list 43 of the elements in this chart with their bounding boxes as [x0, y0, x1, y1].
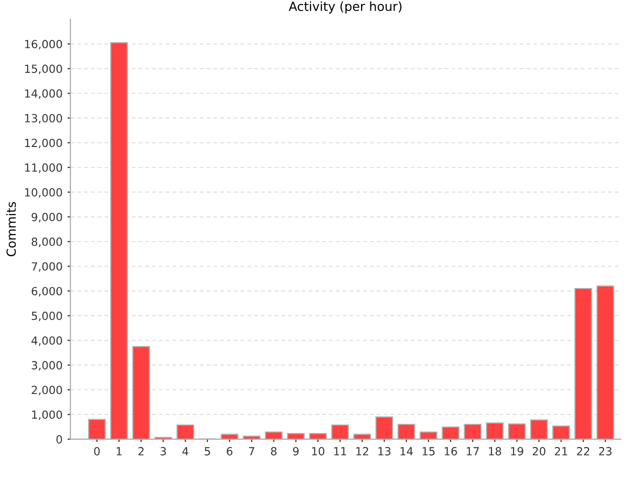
x-tick-label: 20	[532, 447, 546, 456]
y-tick-label: 7,000	[32, 262, 62, 272]
y-tick-label: 6,000	[32, 286, 62, 296]
x-tick-label: 11	[334, 447, 346, 456]
x-tick-label: 22	[576, 447, 590, 456]
y-tick-label: 2,000	[32, 386, 62, 396]
y-tick-label: 10,000	[25, 188, 62, 198]
y-tick-label: 3,000	[32, 361, 62, 371]
x-tick-label: 1	[116, 447, 122, 456]
x-tick-label: 23	[599, 447, 612, 456]
chart-title: Activity (per hour)	[288, 1, 402, 14]
y-tick-label: 5,000	[32, 312, 62, 322]
x-tick-label: 9	[293, 447, 299, 456]
x-tick-label: 4	[182, 447, 188, 456]
x-tick-label: 10	[312, 447, 324, 456]
y-tick-label: 9,000	[32, 212, 62, 222]
x-tick-label: 13	[378, 447, 390, 456]
y-axis-title: Commits	[6, 202, 16, 256]
x-tick-label: 14	[400, 447, 413, 456]
x-tick-label: 16	[444, 447, 457, 456]
y-tick-label: 12,000	[25, 138, 62, 148]
x-tick-label: 5	[204, 447, 210, 456]
y-tick-label: 4,000	[31, 336, 62, 346]
y-tick-label: 1,000	[32, 410, 62, 420]
y-tick-label: 8,000	[32, 238, 62, 248]
x-tick-label: 0	[94, 447, 100, 456]
y-tick-label: 13,000	[25, 114, 62, 124]
x-tick-label: 3	[160, 447, 166, 456]
x-tick-label: 12	[356, 447, 368, 456]
x-tick-label: 18	[488, 447, 502, 456]
y-tick-label: 11,000	[25, 163, 62, 173]
x-tick-label: 2	[138, 447, 144, 456]
x-tick-label: 21	[554, 447, 568, 456]
y-tick-label: 15,000	[25, 64, 62, 74]
y-tick-label: 14,000	[25, 89, 62, 99]
y-tick-label: 16,000	[25, 40, 62, 50]
x-tick-label: 15	[422, 447, 435, 456]
y-tick-label: 0	[56, 435, 62, 444]
x-tick-label: 7	[249, 447, 254, 456]
x-tick-label: 17	[466, 447, 479, 456]
x-tick-label: 19	[511, 447, 524, 456]
x-tick-label: 8	[270, 447, 277, 456]
x-tick-label: 6	[226, 447, 232, 456]
